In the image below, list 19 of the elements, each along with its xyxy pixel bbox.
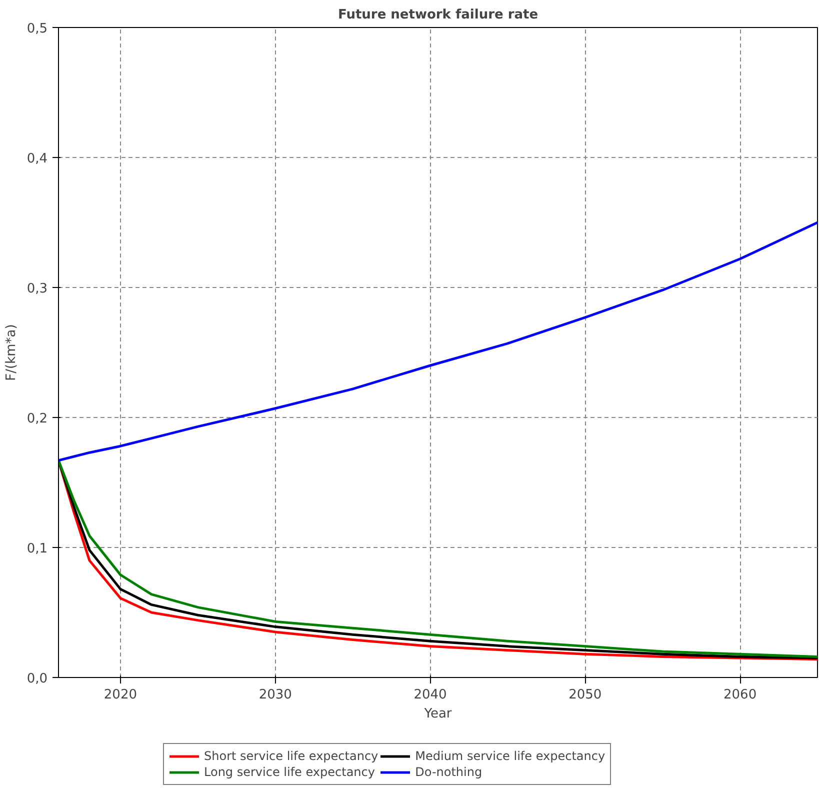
x-tick-label: 2060 (724, 688, 757, 702)
legend-label: Medium service life expectancy (415, 749, 606, 763)
y-tick-label: 0,1 (26, 542, 48, 556)
y-tick-label: 0,5 (26, 22, 48, 36)
line-series (58, 221, 818, 462)
y-axis-title: F/(km*a) (4, 324, 19, 381)
chart-title: Future network failure rate (338, 8, 538, 22)
x-axis-title: Year (423, 706, 452, 722)
y-tick-label: 0,3 (26, 282, 48, 296)
y-tick-label: 0,2 (26, 412, 48, 426)
legend-label: Long service life expectancy (204, 765, 375, 779)
x-tick-label: 2020 (104, 688, 138, 702)
x-tick-label: 2050 (568, 688, 602, 702)
legend-label: Do-nothing (415, 765, 482, 779)
x-tick-label: 2030 (258, 688, 292, 702)
y-tick-label: 0,0 (26, 672, 48, 686)
x-tick-label: 2040 (414, 688, 447, 702)
y-tick-label: 0,4 (26, 152, 48, 166)
legend-label: Short service life expectancy (204, 749, 378, 763)
